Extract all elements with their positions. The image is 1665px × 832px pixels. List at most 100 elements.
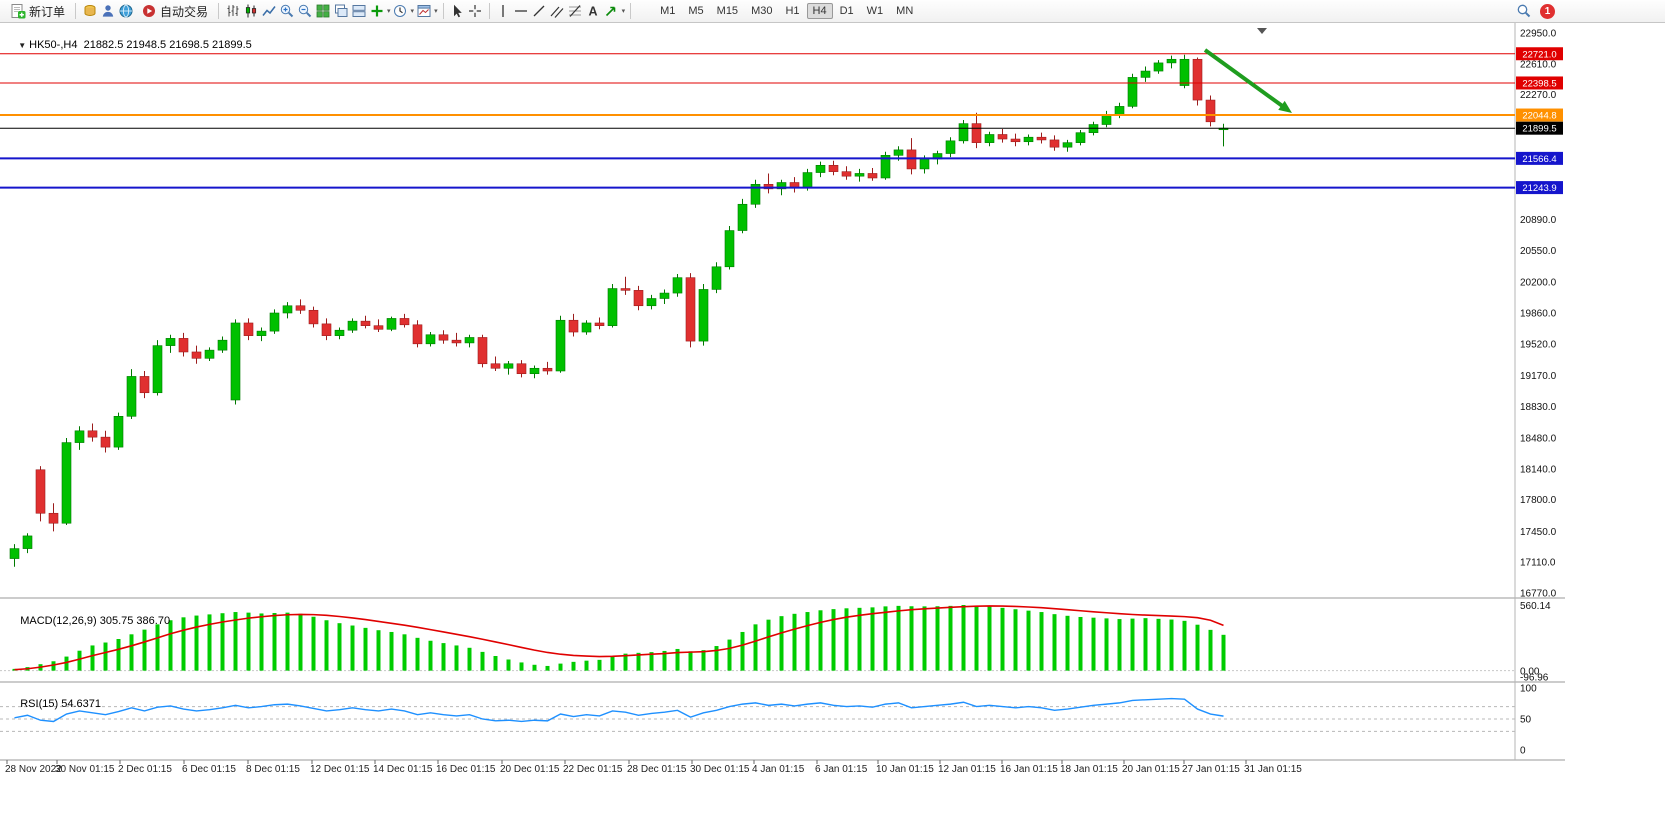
new-order-button[interactable]: 新订单 bbox=[4, 1, 70, 22]
rsi-axis: 100 50 0 bbox=[1520, 684, 1537, 757]
svg-text:28 Dec 01:15: 28 Dec 01:15 bbox=[627, 764, 687, 775]
fibonacci-tool-icon[interactable] bbox=[567, 3, 584, 20]
chart-symbol-period: HK50-,H4 bbox=[29, 39, 78, 51]
chart-ohlc-values: 21882.5 21948.5 21698.5 21899.5 bbox=[83, 39, 252, 51]
rsi-panel-label: RSI(15) 54.6371 bbox=[8, 686, 101, 722]
timeframe-M30[interactable]: M30 bbox=[751, 5, 773, 17]
dropdown-caret-icon[interactable]: ▾ bbox=[410, 8, 415, 15]
svg-text:17450.0: 17450.0 bbox=[1520, 527, 1557, 538]
toolbar-separator bbox=[442, 3, 444, 19]
timeframe-M15[interactable]: M15 bbox=[716, 5, 739, 17]
trend-arrow[interactable] bbox=[1203, 48, 1292, 113]
svg-text:18 Jan 01:15: 18 Jan 01:15 bbox=[1060, 764, 1118, 775]
svg-text:20 Jan 01:15: 20 Jan 01:15 bbox=[1122, 764, 1180, 775]
dropdown-caret-icon[interactable]: ▾ bbox=[434, 8, 438, 15]
navigator-icon[interactable] bbox=[99, 3, 116, 20]
arrows-tool-icon[interactable] bbox=[603, 3, 620, 20]
svg-text:6 Jan 01:15: 6 Jan 01:15 bbox=[815, 764, 868, 775]
svg-text:31 Jan 01:15: 31 Jan 01:15 bbox=[1244, 764, 1302, 775]
autotrading-icon bbox=[140, 3, 157, 20]
svg-text:4 Jan 01:15: 4 Jan 01:15 bbox=[752, 764, 805, 775]
add-indicator-icon[interactable] bbox=[368, 3, 385, 20]
svg-text:22610.0: 22610.0 bbox=[1520, 59, 1557, 70]
timeframe-H4[interactable]: H4 bbox=[806, 3, 833, 19]
svg-text:20890.0: 20890.0 bbox=[1520, 215, 1557, 226]
tile-horizontal-icon[interactable] bbox=[350, 3, 367, 20]
svg-text:30 Nov 01:15: 30 Nov 01:15 bbox=[55, 764, 115, 775]
notification-badge[interactable]: 1 bbox=[1540, 3, 1555, 19]
timeframe-H1[interactable]: H1 bbox=[785, 5, 800, 17]
svg-text:22 Dec 01:15: 22 Dec 01:15 bbox=[563, 764, 623, 775]
svg-text:28 Nov 2022: 28 Nov 2022 bbox=[5, 764, 62, 775]
rsi-value: 54.6371 bbox=[61, 698, 101, 710]
svg-text:22721.0: 22721.0 bbox=[1522, 49, 1556, 60]
autotrading-label: 自动交易 bbox=[160, 4, 209, 19]
collapse-chart-icon[interactable]: ▼ bbox=[18, 41, 27, 50]
new-order-icon bbox=[9, 3, 26, 20]
svg-text:-96.96: -96.96 bbox=[1520, 673, 1549, 684]
svg-text:30 Dec 01:15: 30 Dec 01:15 bbox=[690, 764, 750, 775]
timeframe-M1[interactable]: M1 bbox=[660, 5, 676, 17]
svg-text:19520.0: 19520.0 bbox=[1520, 339, 1557, 350]
macd-signal-line bbox=[14, 605, 1224, 671]
periods-icon[interactable] bbox=[392, 3, 409, 20]
svg-text:18480.0: 18480.0 bbox=[1520, 434, 1557, 445]
horizontal-line-tool-icon[interactable] bbox=[513, 3, 530, 20]
svg-text:100: 100 bbox=[1520, 684, 1537, 695]
toolbar-separator bbox=[75, 3, 77, 19]
rsi-levels bbox=[0, 706, 1515, 732]
chart-shift-marker[interactable] bbox=[1257, 28, 1267, 34]
svg-text:560.14: 560.14 bbox=[1520, 601, 1551, 612]
market-watch-icon[interactable] bbox=[81, 3, 98, 20]
timeframe-W1[interactable]: W1 bbox=[866, 5, 884, 17]
terminal-icon[interactable] bbox=[117, 3, 134, 20]
tile-windows-icon[interactable] bbox=[314, 3, 331, 20]
template-icon[interactable] bbox=[415, 3, 432, 20]
autotrading-button[interactable]: 自动交易 bbox=[135, 1, 213, 22]
svg-text:2 Dec 01:15: 2 Dec 01:15 bbox=[118, 764, 172, 775]
svg-text:19860.0: 19860.0 bbox=[1520, 309, 1557, 320]
text-tool-icon[interactable]: A bbox=[585, 3, 602, 20]
macd-axis: 560.14 0.00-96.96 bbox=[1520, 601, 1551, 684]
svg-text:16770.0: 16770.0 bbox=[1520, 589, 1557, 600]
svg-text:8 Dec 01:15: 8 Dec 01:15 bbox=[246, 764, 300, 775]
line-chart-icon[interactable] bbox=[260, 3, 277, 20]
vertical-line-tool-icon[interactable] bbox=[495, 3, 512, 20]
zoom-in-icon[interactable] bbox=[278, 3, 295, 20]
svg-text:12 Jan 01:15: 12 Jan 01:15 bbox=[938, 764, 996, 775]
svg-text:20550.0: 20550.0 bbox=[1520, 246, 1557, 257]
support-resistance-lines[interactable] bbox=[0, 53, 1515, 189]
crosshair-icon[interactable] bbox=[467, 3, 484, 20]
dropdown-caret-icon[interactable]: ▾ bbox=[387, 8, 391, 15]
svg-text:16 Dec 01:15: 16 Dec 01:15 bbox=[436, 764, 496, 775]
channel-tool-icon[interactable] bbox=[549, 3, 566, 20]
svg-text:18140.0: 18140.0 bbox=[1520, 464, 1557, 475]
trendline-tool-icon[interactable] bbox=[531, 3, 548, 20]
svg-text:22398.5: 22398.5 bbox=[1522, 78, 1556, 89]
toolbar-separator bbox=[218, 3, 220, 19]
new-order-label: 新订单 bbox=[29, 4, 66, 19]
cascade-windows-icon[interactable] bbox=[332, 3, 349, 20]
search-icon[interactable] bbox=[1515, 3, 1532, 20]
toolbar-separator bbox=[488, 3, 490, 19]
dropdown-caret-icon[interactable]: ▾ bbox=[621, 8, 626, 15]
bar-chart-icon[interactable] bbox=[224, 3, 241, 20]
chart-header: ▼ HK50-,H4 21882.5 21948.5 21698.5 21899.… bbox=[6, 27, 252, 63]
candlestick-chart-icon[interactable] bbox=[242, 3, 259, 20]
zoom-out-icon[interactable] bbox=[296, 3, 313, 20]
macd-name: MACD(12,26,9) bbox=[20, 615, 97, 627]
cursor-icon[interactable] bbox=[449, 3, 466, 20]
svg-text:14 Dec 01:15: 14 Dec 01:15 bbox=[373, 764, 433, 775]
svg-text:22270.0: 22270.0 bbox=[1520, 90, 1557, 101]
panel-separators[interactable] bbox=[0, 597, 1565, 761]
svg-text:21566.4: 21566.4 bbox=[1522, 154, 1556, 165]
timeframe-MN[interactable]: MN bbox=[896, 5, 914, 17]
main-toolbar: 新订单 自动交易 ▾ ▾ bbox=[0, 0, 1665, 23]
timeframe-D1[interactable]: D1 bbox=[839, 5, 854, 17]
toolbar-separator bbox=[630, 3, 632, 19]
timeframe-M5[interactable]: M5 bbox=[688, 5, 704, 17]
svg-text:19170.0: 19170.0 bbox=[1520, 371, 1557, 382]
svg-text:10 Jan 01:15: 10 Jan 01:15 bbox=[876, 764, 934, 775]
chart-canvas[interactable]: 22950.022610.022270.021930.021590.021250… bbox=[0, 23, 1665, 832]
